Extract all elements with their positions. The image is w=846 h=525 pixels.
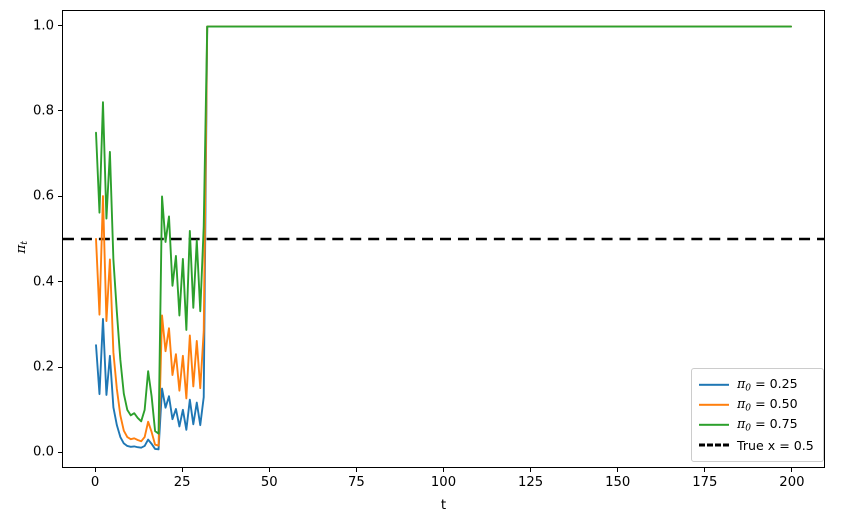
legend-item-1: π0 = 0.50 xyxy=(699,395,816,415)
legend-swatch-dashed-line-icon xyxy=(699,438,729,452)
x-axis-tick-label: 0 xyxy=(90,475,100,490)
series-line-2 xyxy=(95,25,792,435)
legend-label-base: π xyxy=(737,416,746,432)
plot-area xyxy=(62,10,825,468)
legend-swatch-line-icon xyxy=(699,378,729,392)
legend-item-3: True x = 0.5 xyxy=(699,435,816,455)
x-axis-tick-mark xyxy=(355,468,357,472)
x-axis-tick-label: 150 xyxy=(605,475,631,490)
legend: π0 = 0.25 π0 = 0.50 π0 = 0.75 True x = 0.5 xyxy=(691,368,824,462)
y-axis-tick-group: 0.0 0.2 0.4 0.6 0.8 1.0 xyxy=(0,0,62,525)
y-axis-tick-label: 1.0 xyxy=(33,18,54,34)
y-axis-tick-label: 0.6 xyxy=(33,188,54,204)
x-axis-label: t xyxy=(440,498,447,513)
y-axis-tick-mark xyxy=(58,281,62,283)
x-axis-tick-mark xyxy=(791,468,793,472)
legend-item-0: π0 = 0.25 xyxy=(699,375,816,395)
y-axis-tick-mark xyxy=(58,25,62,27)
legend-label-subscript: 0 xyxy=(745,383,752,394)
x-axis-tick-label: 25 xyxy=(173,475,191,490)
y-axis-tick-label: 0.4 xyxy=(33,274,54,290)
y-axis-tick-mark xyxy=(58,110,62,112)
x-axis-tick-mark xyxy=(94,468,96,472)
x-axis-tick-label: 75 xyxy=(348,475,365,490)
legend-item-2: π0 = 0.75 xyxy=(699,415,816,435)
legend-label: π0 = 0.50 xyxy=(737,396,798,413)
x-axis-tick-mark xyxy=(530,468,532,472)
x-axis-tick-mark xyxy=(268,468,270,472)
legend-label-value: = 0.75 xyxy=(751,416,798,432)
y-axis-tick-mark xyxy=(58,451,62,453)
legend-swatch-line-icon xyxy=(699,398,729,412)
legend-label: π0 = 0.75 xyxy=(737,416,798,433)
y-axis-tick-mark xyxy=(58,366,62,368)
legend-swatch-line-icon xyxy=(699,418,729,432)
x-axis-tick-label: 175 xyxy=(692,475,718,490)
legend-label-subscript: 0 xyxy=(745,423,752,434)
x-axis-tick-mark xyxy=(181,468,183,472)
x-axis-tick-label: 50 xyxy=(260,475,278,490)
legend-label-base: π xyxy=(737,376,746,392)
x-axis-tick-label: 125 xyxy=(518,475,544,490)
x-axis-tick-mark xyxy=(617,468,619,472)
y-axis-tick-label: 0.8 xyxy=(33,103,54,119)
legend-label: True x = 0.5 xyxy=(737,437,814,453)
legend-label-value: = 0.25 xyxy=(751,376,798,392)
legend-label: π0 = 0.25 xyxy=(737,376,798,393)
x-axis-tick-label: 100 xyxy=(430,475,457,490)
x-axis-tick-mark xyxy=(704,468,706,472)
x-axis-tick-label: 200 xyxy=(779,475,805,490)
series-line-1 xyxy=(95,25,792,447)
x-axis-tick-mark xyxy=(442,468,445,472)
y-axis-tick-label: 0.0 xyxy=(33,444,54,460)
plot-svg xyxy=(63,25,824,451)
y-axis-tick-mark xyxy=(58,195,62,197)
legend-label-base: π xyxy=(737,396,746,412)
legend-label-subscript: 0 xyxy=(745,403,752,414)
y-axis-tick-label: 0.2 xyxy=(33,359,54,375)
legend-label-value: = 0.50 xyxy=(751,396,798,412)
